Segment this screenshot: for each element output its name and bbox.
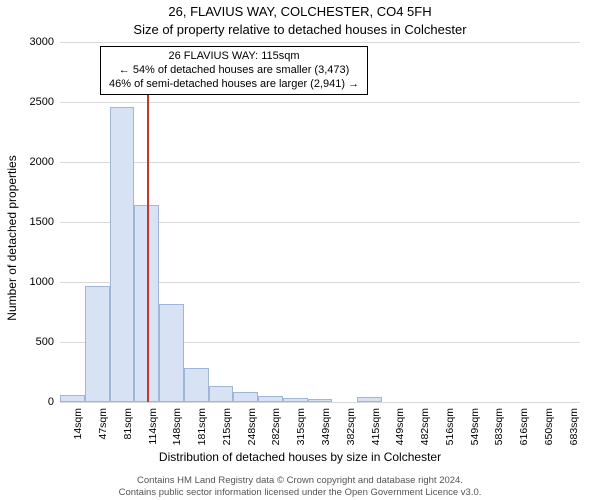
gridline [60,102,580,103]
x-tick-label: 81sqm [122,408,134,440]
histogram-bar [258,396,283,402]
histogram-bar [159,304,184,402]
x-tick-label: 482sqm [419,408,431,445]
x-tick-label: 449sqm [394,408,406,445]
x-tick-label: 181sqm [196,408,208,445]
x-tick-label: 47sqm [97,408,109,440]
histogram-bar [110,107,135,402]
annotation-line-3: 46% of semi-detached houses are larger (… [109,78,359,92]
gridline [60,402,580,403]
x-tick-label: 148sqm [171,408,183,445]
property-marker-line [147,78,149,402]
y-tick-label: 2500 [30,96,54,108]
y-tick-label: 1000 [30,276,54,288]
y-tick-label: 500 [36,336,54,348]
x-tick-label: 650sqm [543,408,555,445]
x-tick-label: 683sqm [568,408,580,445]
x-tick-label: 282sqm [270,408,282,445]
plot-area: 05001000150020002500300014sqm47sqm81sqm1… [60,42,580,402]
histogram-bar [283,398,308,402]
x-tick-label: 382sqm [345,408,357,445]
histogram-bar [209,386,234,402]
x-tick-label: 616sqm [518,408,530,445]
chart-title: 26, FLAVIUS WAY, COLCHESTER, CO4 5FH [0,4,600,19]
histogram-bar [308,399,333,402]
chart-subtitle: Size of property relative to detached ho… [0,22,600,37]
histogram-bar [233,392,258,402]
x-tick-label: 248sqm [246,408,258,445]
y-tick-label: 3000 [30,36,54,48]
x-axis-label: Distribution of detached houses by size … [0,450,600,464]
x-tick-label: 583sqm [493,408,505,445]
x-tick-label: 516sqm [444,408,456,445]
x-tick-label: 349sqm [320,408,332,445]
footer-line-1: Contains HM Land Registry data © Crown c… [0,475,600,486]
annotation-box: 26 FLAVIUS WAY: 115sqm← 54% of detached … [100,46,368,95]
x-tick-label: 549sqm [469,408,481,445]
x-tick-label: 415sqm [370,408,382,445]
y-tick-label: 2000 [30,156,54,168]
annotation-line-1: 26 FLAVIUS WAY: 115sqm [109,50,359,64]
x-tick-label: 315sqm [295,408,307,445]
x-tick-label: 215sqm [221,408,233,445]
x-tick-label: 114sqm [147,408,159,445]
gridline [60,162,580,163]
histogram-bar [85,286,110,402]
annotation-line-2: ← 54% of detached houses are smaller (3,… [109,64,359,78]
histogram-bar [357,397,382,402]
histogram-bar [184,368,209,402]
footer: Contains HM Land Registry data © Crown c… [0,475,600,498]
y-tick-label: 1500 [30,216,54,228]
gridline [60,42,580,43]
y-tick-label: 0 [48,396,54,408]
footer-line-2: Contains public sector information licen… [0,487,600,498]
histogram-bar [60,395,85,402]
chart-root: { "chart": { "type": "histogram", "title… [0,0,600,500]
x-tick-label: 14sqm [72,408,84,440]
y-axis-label: Number of detached properties [5,155,19,320]
